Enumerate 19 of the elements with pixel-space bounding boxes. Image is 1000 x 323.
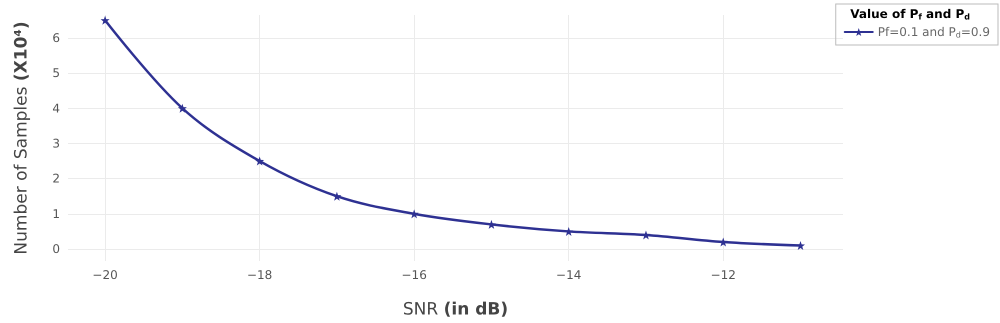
x-tick-label: −18 — [246, 268, 272, 282]
y-tick-label: 2 — [52, 172, 60, 186]
point — [100, 16, 110, 25]
y-tick-label: 4 — [52, 101, 60, 116]
x-tick-label: −20 — [92, 268, 118, 282]
point — [641, 230, 650, 240]
point — [796, 241, 806, 250]
x-tick-label: −12 — [710, 268, 736, 282]
point — [255, 156, 264, 166]
y-tick-label: 0 — [52, 242, 60, 256]
x-axis-title: SNR (in dB) — [402, 300, 508, 320]
y-tick-label: 6 — [52, 30, 60, 45]
x-tick-label: −16 — [401, 268, 427, 282]
x-tick-label: −14 — [556, 268, 582, 282]
y-tick-label: 1 — [52, 206, 60, 221]
y-tick-label: 3 — [52, 136, 60, 150]
y-axis-title: Number of Samples (X10⁴) — [12, 21, 32, 255]
y-tick-label: 5 — [52, 66, 60, 80]
point — [178, 104, 187, 113]
